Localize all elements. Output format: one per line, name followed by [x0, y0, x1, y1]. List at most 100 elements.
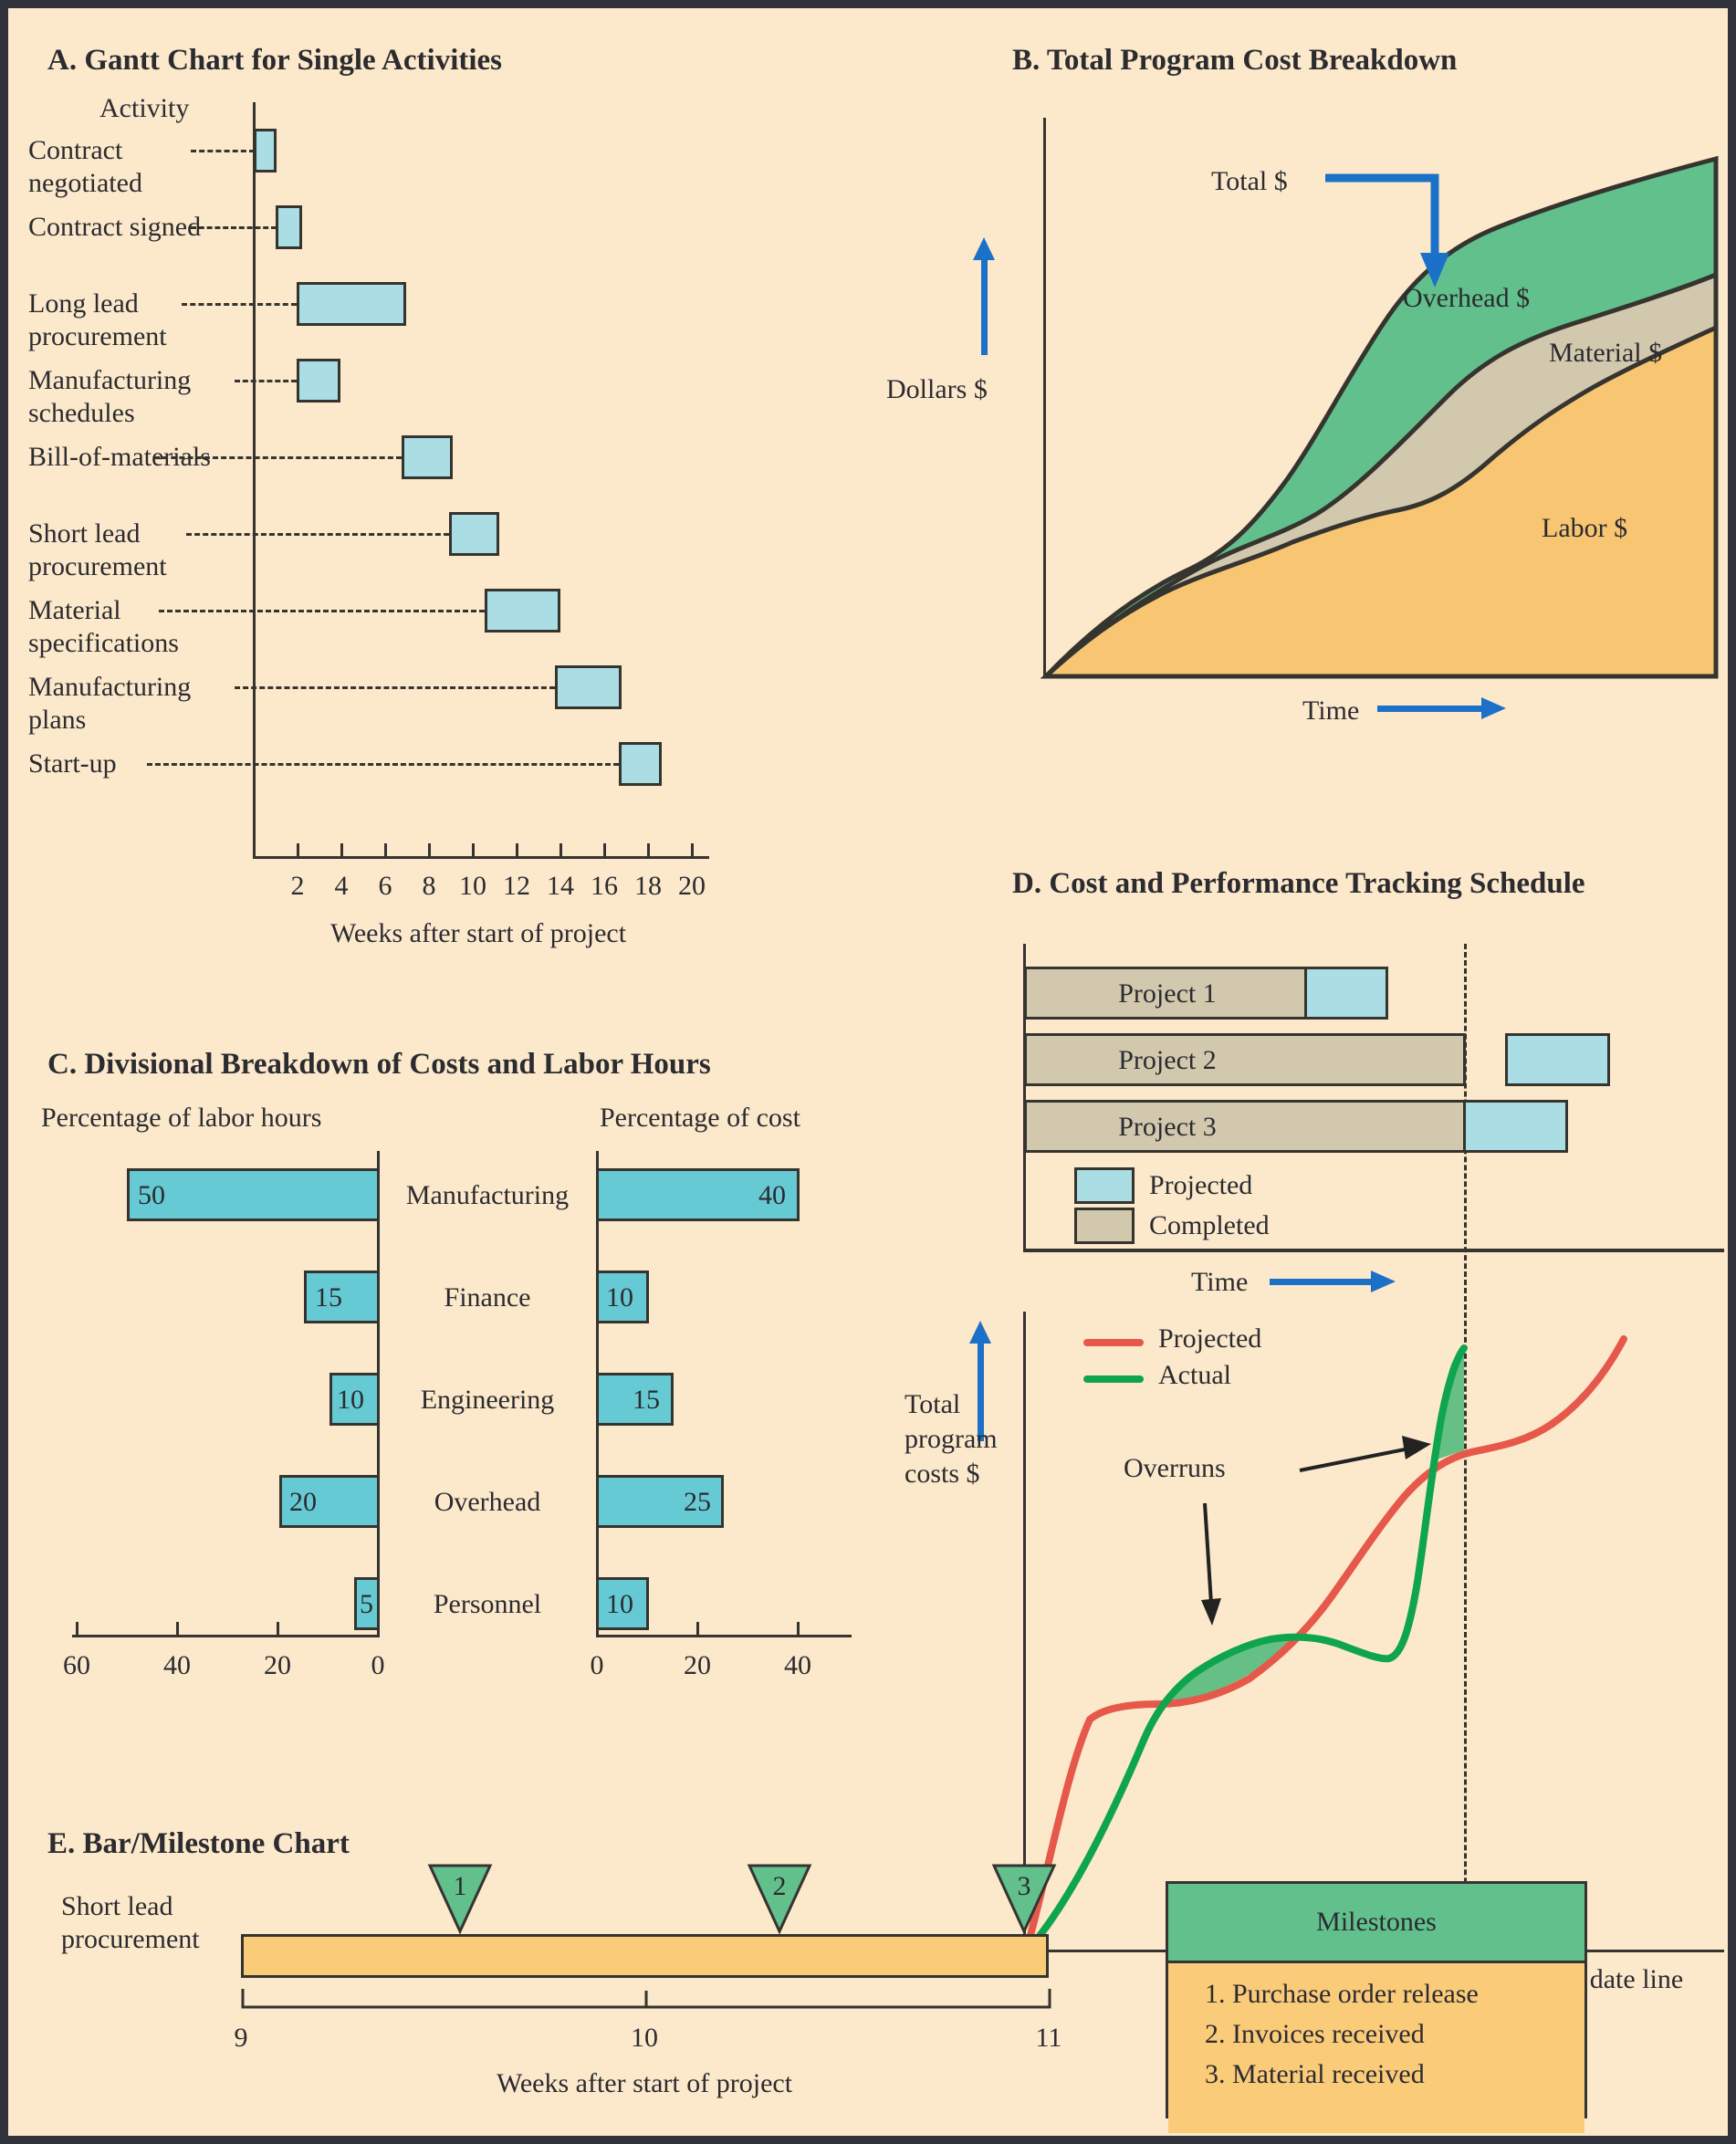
gantt-bar	[619, 742, 662, 786]
panel-b-x-label: Time	[1302, 695, 1360, 726]
bar-value-label: 5	[360, 1589, 373, 1619]
panel-a-tick-label: 10	[459, 871, 486, 901]
project1-completed-bar	[1024, 967, 1307, 1020]
costs-up-arrow-icon	[969, 1321, 991, 1441]
milestone-legend-item: 1. Purchase order release	[1205, 1979, 1479, 2009]
panel-a-x-axis-title: Weeks after start of project	[329, 918, 627, 948]
actual-line-swatch	[1083, 1375, 1144, 1383]
panel-c-title: C. Divisional Breakdown of Costs and Lab…	[47, 1048, 711, 1081]
bar-value-label: 10	[337, 1385, 364, 1415]
panel-c-tick-label: 40	[163, 1650, 191, 1680]
overruns-arrow-2	[1299, 1447, 1410, 1472]
project3-projected-bar	[1463, 1100, 1568, 1153]
panel-a-tick	[559, 843, 562, 856]
division-label: Manufacturing	[405, 1180, 570, 1210]
labor-hours-bar	[127, 1168, 380, 1221]
bar-value-label: 20	[289, 1487, 317, 1517]
labor-dollars-label: Labor $	[1542, 513, 1628, 543]
cost-bar	[596, 1577, 649, 1630]
panel-c-tick	[176, 1622, 179, 1635]
gantt-leader-line	[154, 456, 402, 459]
milestone-triangle-icon	[427, 1864, 493, 1935]
division-label: Overhead	[434, 1487, 541, 1517]
division-label: Personnel	[433, 1589, 542, 1619]
panel-e-scale-bracket	[241, 1989, 1051, 2009]
milestones-legend-header: Milestones	[1168, 1884, 1584, 1963]
gantt-activity-label: Manufacturing schedules	[28, 365, 192, 428]
gantt-bar	[402, 435, 453, 479]
panel-e-bar-label: Short lead procurement	[61, 1891, 200, 1954]
panel-c-left-axis	[72, 1635, 380, 1637]
projected-curve	[1022, 1335, 1627, 1956]
gantt-leader-line	[159, 610, 485, 612]
cost-bar	[596, 1168, 800, 1221]
panel-e-tick-label: 10	[631, 2023, 658, 2053]
milestone-legend-item: 2. Invoices received	[1205, 2019, 1425, 2049]
panel-d-y-label-line1: Total	[905, 1389, 961, 1419]
panel-b-y-axis	[1043, 118, 1046, 678]
gantt-bar	[555, 665, 622, 709]
panel-a-tick	[516, 843, 518, 856]
milestone-triangle-icon	[991, 1864, 1057, 1935]
labor-hours-bar	[279, 1475, 380, 1528]
milestone-marker-1: 1	[427, 1863, 493, 1935]
panel-a-title: A. Gantt Chart for Single Activities	[47, 44, 503, 77]
cost-bar	[596, 1475, 724, 1528]
milestone-marker-3: 3	[991, 1863, 1057, 1935]
panel-e-title: E. Bar/Milestone Chart	[47, 1827, 350, 1860]
project3-completed-bar	[1024, 1100, 1466, 1153]
gantt-bar	[297, 359, 340, 403]
panel-c-tick	[76, 1622, 78, 1635]
division-label: Engineering	[420, 1385, 555, 1415]
bar-value-label: 40	[758, 1180, 786, 1210]
panel-d-bottom-y-axis	[1023, 1312, 1026, 1952]
labor-hours-bar	[354, 1577, 380, 1630]
panel-a-tick-label: 14	[547, 871, 574, 901]
milestones-legend-box: Milestones 1. Purchase order release 2. …	[1166, 1881, 1587, 2133]
overrun-area-1	[1158, 1631, 1304, 1705]
gantt-leader-line	[147, 763, 619, 766]
bar-value-label: 15	[633, 1385, 660, 1415]
panel-a-tick-label: 12	[503, 871, 530, 901]
panel-a-tick-label: 4	[334, 871, 349, 901]
gantt-activity-label: Contract signed	[28, 212, 202, 242]
milestone-triangle-icon	[747, 1864, 812, 1935]
bar-value-label: 10	[606, 1589, 633, 1619]
overruns-arrow-1	[1203, 1502, 1213, 1605]
gantt-bar	[276, 205, 302, 249]
cost-bar	[596, 1271, 649, 1323]
panel-e-tick-label: 11	[1035, 2023, 1062, 2053]
panel-c-right-title: Percentage of cost	[600, 1103, 800, 1133]
panel-a-activity-axis-label: Activity	[99, 93, 190, 123]
project2-completed-bar	[1024, 1033, 1466, 1086]
project-label: Project 3	[1118, 1112, 1217, 1142]
panel-a-tick-label: 8	[422, 871, 436, 901]
panel-c-tick	[696, 1622, 699, 1635]
panel-a-tick	[428, 843, 431, 856]
milestone-legend-item: 3. Material received	[1205, 2059, 1425, 2089]
milestones-legend-body: 1. Purchase order release 2. Invoices re…	[1168, 1963, 1584, 2133]
gantt-leader-line	[235, 380, 297, 382]
panel-c-tick-label: 60	[63, 1650, 90, 1680]
milestone-activity-bar	[241, 1934, 1049, 1978]
milestone-number: 1	[453, 1871, 467, 1901]
gantt-leader-line	[235, 686, 555, 689]
panel-d-cost-curves	[1022, 1335, 1627, 1956]
milestone-number: 2	[772, 1871, 787, 1901]
labor-hours-bar	[304, 1271, 380, 1323]
overhead-dollars-label: Overhead $	[1403, 283, 1531, 313]
total-dollars-label: Total $	[1211, 166, 1288, 196]
panel-a-tick	[384, 843, 387, 856]
panel-e-tick-label: 9	[234, 2023, 248, 2053]
panel-d-mid-time-label: Time	[1191, 1267, 1249, 1297]
bar-value-label: 50	[138, 1180, 165, 1210]
panel-c-tick-label: 40	[784, 1650, 811, 1680]
overruns-arrowhead-1	[1201, 1598, 1221, 1626]
gantt-leader-line	[186, 533, 449, 536]
panel-d-top-axis	[1023, 944, 1026, 1252]
division-label: Finance	[444, 1282, 531, 1313]
panel-c-tick-label: 20	[684, 1650, 711, 1680]
tracking-date-dashed-line	[1464, 944, 1467, 1973]
panel-a-tick	[472, 843, 475, 856]
